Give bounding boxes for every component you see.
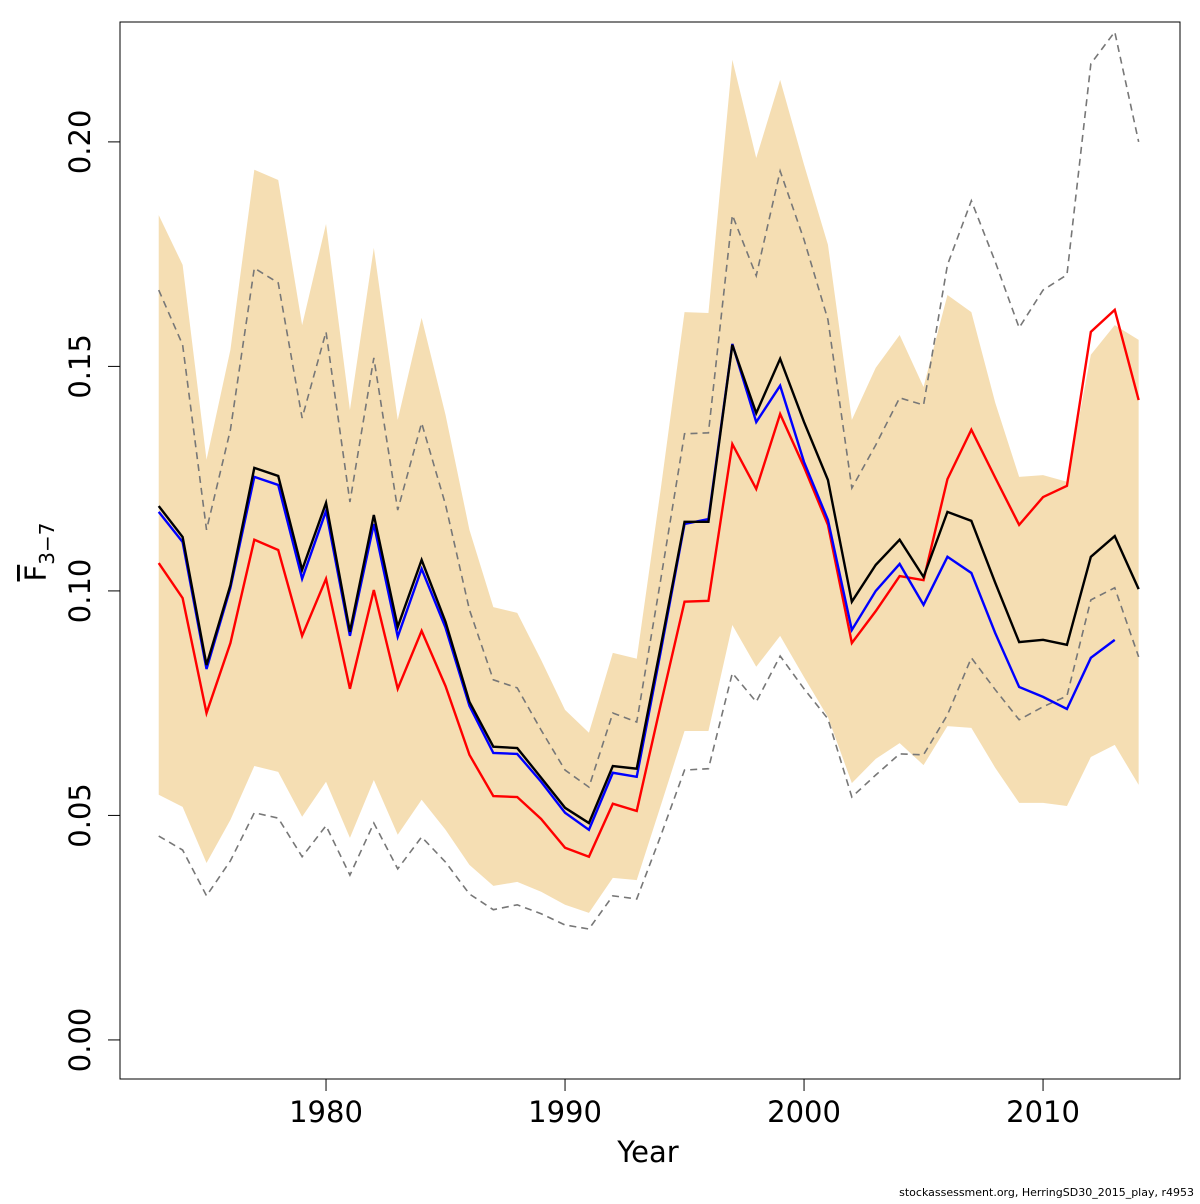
line [157, 344, 1140, 825]
x-tick-label: 2010 [1006, 1095, 1080, 1129]
footnote: stockassessment.org, HerringSD30_2015_pl… [899, 1186, 1194, 1199]
y-axis-label: F3−7 [19, 523, 59, 582]
y-tick-label: 0.00 [63, 1008, 97, 1073]
confidence-band [158, 59, 1139, 913]
x-tick-label: 1990 [528, 1095, 602, 1129]
dashed-line [158, 586, 1140, 930]
x-axis-label: Year [616, 1135, 678, 1169]
y-axis-label-main: F [19, 565, 53, 582]
dashed-line [157, 29, 1140, 789]
y-axis-label-sub: 3−7 [35, 523, 59, 565]
x-tick-label: 1980 [289, 1095, 363, 1129]
y-tick-label: 0.15 [63, 334, 97, 399]
y-tick-label: 0.20 [63, 110, 97, 175]
y-tick-label: 0.10 [63, 559, 97, 624]
y-tick-label: 0.05 [63, 783, 97, 848]
x-tick-label: 2000 [767, 1095, 841, 1129]
line [157, 307, 1140, 859]
line [157, 343, 1116, 832]
